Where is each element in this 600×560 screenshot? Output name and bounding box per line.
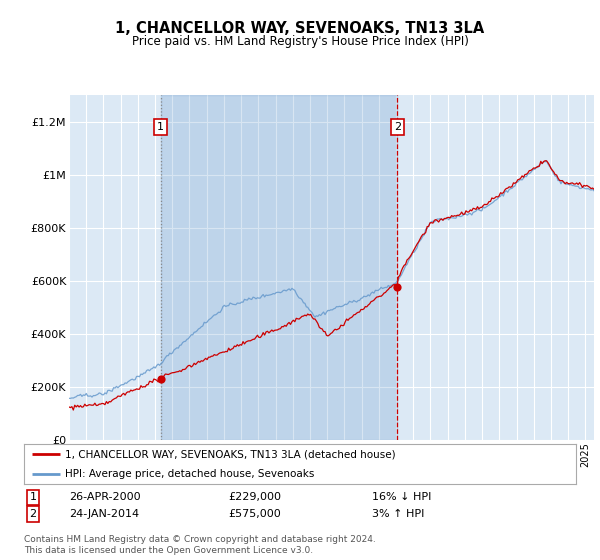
Text: HPI: Average price, detached house, Sevenoaks: HPI: Average price, detached house, Seve… <box>65 469 315 479</box>
Point <box>392 283 402 292</box>
Text: 1, CHANCELLOR WAY, SEVENOAKS, TN13 3LA: 1, CHANCELLOR WAY, SEVENOAKS, TN13 3LA <box>115 21 485 36</box>
Text: 2: 2 <box>394 122 401 132</box>
Text: 2: 2 <box>29 509 37 519</box>
Point <box>156 375 166 384</box>
Bar <box>161 95 397 440</box>
Text: 1, CHANCELLOR WAY, SEVENOAKS, TN13 3LA (detached house): 1, CHANCELLOR WAY, SEVENOAKS, TN13 3LA (… <box>65 449 396 459</box>
Text: Contains HM Land Registry data © Crown copyright and database right 2024.
This d: Contains HM Land Registry data © Crown c… <box>24 535 376 555</box>
Text: 1: 1 <box>157 122 164 132</box>
Text: 24-JAN-2014: 24-JAN-2014 <box>69 509 139 519</box>
Text: 16% ↓ HPI: 16% ↓ HPI <box>372 492 431 502</box>
Text: 3% ↑ HPI: 3% ↑ HPI <box>372 509 424 519</box>
Text: 26-APR-2000: 26-APR-2000 <box>69 492 140 502</box>
Text: Price paid vs. HM Land Registry's House Price Index (HPI): Price paid vs. HM Land Registry's House … <box>131 35 469 48</box>
Text: £575,000: £575,000 <box>228 509 281 519</box>
Text: 1: 1 <box>29 492 37 502</box>
Text: £229,000: £229,000 <box>228 492 281 502</box>
